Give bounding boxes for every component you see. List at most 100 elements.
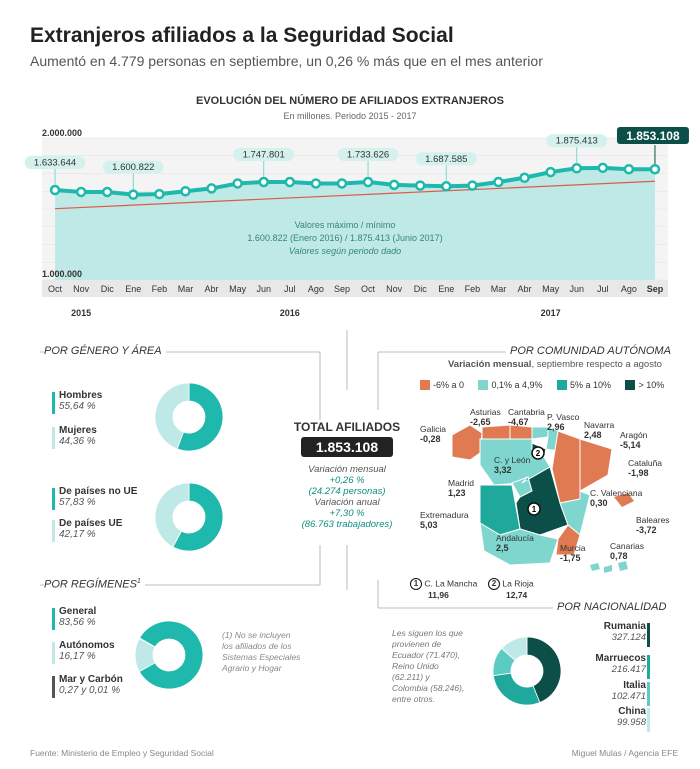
regimes-section-title: POR REGÍMENES1 [44,578,145,591]
last-value-label: 1.853.108 [626,129,680,143]
donut-slice [492,672,541,706]
x-tick-label: May [542,284,560,294]
callout-label: 1.733.626 [347,150,389,161]
ccaa-madrid: Madrid 1,23 [448,478,474,498]
ccaa-aragon: Aragón -5,14 [620,430,648,450]
area-fill [55,167,655,280]
no-ue-label: De países no UE [59,486,138,497]
legend-swatch-neg [420,379,430,390]
region-baleares [614,493,634,507]
no-ue-value: 57,83 % [59,497,96,508]
callout-bubble [24,156,86,170]
x-tick-label: May [229,284,247,294]
data-point [128,189,139,200]
legend-swatch-mid [556,379,567,390]
region-cataluna [579,438,613,492]
x-tick-label: Jul [284,284,296,294]
ccaa-subtitle: Variación mensual, septiembre respecto a… [448,359,662,370]
mujeres-value: 44,36 % [59,436,96,447]
area-donut [154,482,224,552]
gender-section-title: POR GÉNERO Y ÁREA [44,345,166,357]
general-value: 83,56 % [59,617,96,628]
annotation-line: Valores máximo / mínimo [295,220,396,230]
callout-label: 1.875.413 [556,136,598,147]
x-tick-label: Nov [386,284,403,294]
data-point [49,184,61,196]
page-title: Extranjeros afiliados a la Seguridad Soc… [30,24,454,47]
data-point [284,176,296,188]
data-point [571,162,582,174]
nat-italia: Italia 102.471 [611,680,646,702]
data-point [493,176,504,188]
marker-clm-num: 1 [532,505,537,514]
x-tick-label: Abr [518,284,532,294]
marker-castilla-la-mancha [527,502,541,516]
x-tick-label: Feb [465,284,481,294]
region-galicia [451,424,483,461]
ccaa-extremadura: Extremadura 5,03 [420,510,469,530]
x-tick-label: Sep [334,284,350,294]
data-point [623,163,635,175]
hombres-label: Hombres [59,390,103,401]
mujeres-label: Mujeres [59,425,97,436]
hombres-value: 55,64 % [59,401,96,412]
data-point [467,180,478,191]
marker-la-rioja-num: 2 [536,449,541,458]
ccaa-canarias: Canarias 0,78 [610,541,645,561]
data-point [310,178,322,189]
ccaa-murcia: Murcia -1,75 [560,543,586,563]
callout-bubble [546,134,607,148]
x-tick-label: Ago [621,284,637,294]
x-tick-label: Oct [361,284,376,294]
x-tick-label: Mar [491,284,507,294]
callout-bubble [337,148,399,162]
data-point [206,183,217,194]
x-tick-label: Oct [48,284,63,294]
y-tick-label: 2.000.000 [42,128,82,138]
region-pais-vasco [531,426,549,440]
year-label: 2016 [280,308,300,318]
mar-carbon-label: Mar y Carbón [59,674,123,685]
ccaa-navarra: Navarra 2,48 [584,420,615,440]
last-value-badge [616,127,689,144]
year-label: 2015 [71,308,91,318]
total-title: TOTAL AFILIADOS [293,420,401,434]
donut-slice [526,636,562,704]
marker-la-rioja [531,446,545,460]
data-point [154,188,165,200]
callout-label: 1.600.822 [112,162,154,173]
data-point [362,176,374,188]
annotation-line: Valores según periodo dado [289,246,401,256]
ccaa-cantabria: Cantabria -4,67 [508,407,545,427]
data-point [101,186,113,198]
mujeres-bar [52,427,55,449]
ue-label: De países UE [59,518,123,529]
donut-slice [176,382,224,452]
callout-label: 1.633.644 [34,158,76,169]
autonomos-value: 16,17 % [59,651,96,662]
data-point [414,180,426,191]
region-asturias [481,424,511,440]
x-axis-band [42,280,668,297]
nat-rumania: Rumania 327.124 [603,621,646,643]
line-chart: 2.000.000 1.000.000 1.633.644 1.600.822 1.74… [24,127,689,318]
data-point [75,186,87,198]
x-tick-label: Dic [101,284,114,294]
nationality-donut [492,636,562,706]
source-note: Fuente: Ministerio de Empleo y Seguridad… [30,748,214,758]
ccaa-pais-vasco: P. Vasco 2,96 [547,412,580,432]
ue-value: 42,17 % [59,529,96,540]
nat-china-bar [647,708,650,732]
data-point [258,176,269,188]
numbered-legend-clm: 1 C. La Mancha 11,96 [410,578,477,600]
mar-carbon-value: 0,27 y 0,01 % [59,685,121,696]
data-point [545,166,556,178]
data-point [388,179,400,191]
callout-bubble [103,160,164,174]
ccaa-andalucia: Andalucía 2,5 [496,533,534,553]
donut-slice [154,382,190,450]
x-tick-label: Feb [152,284,168,294]
x-tick-label: Sep [647,284,664,294]
mar-carbon-bar [52,676,55,698]
x-tick-label: Ene [438,284,454,294]
